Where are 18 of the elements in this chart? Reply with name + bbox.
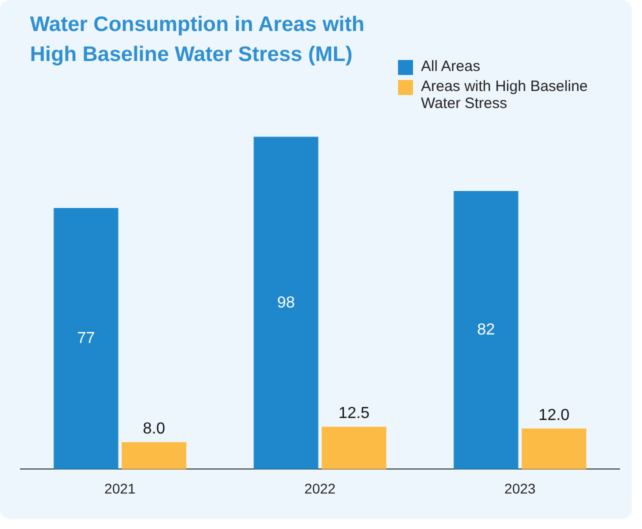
legend-label: Areas with High Baseline Water Stress <box>421 78 589 112</box>
data-label: 12.0 <box>538 406 570 424</box>
bar <box>54 208 118 470</box>
bar <box>522 428 586 470</box>
bar <box>122 442 186 470</box>
bar <box>454 191 518 470</box>
x-tick-label: 2023 <box>504 480 536 496</box>
data-label: 77 <box>77 330 95 348</box>
chart-title: Water Consumption in Areas with High Baseline Water Stress (ML) <box>30 12 366 68</box>
data-label: 8.0 <box>142 420 166 438</box>
bar <box>254 136 318 470</box>
data-label: 12.5 <box>338 405 370 422</box>
x-tick-label: 2022 <box>304 480 336 496</box>
x-tick-label: 2021 <box>104 480 136 496</box>
data-label: 98 <box>277 294 295 312</box>
data-label: 82 <box>477 322 495 339</box>
bar <box>322 426 386 470</box>
legend-label: All Areas <box>421 58 480 75</box>
